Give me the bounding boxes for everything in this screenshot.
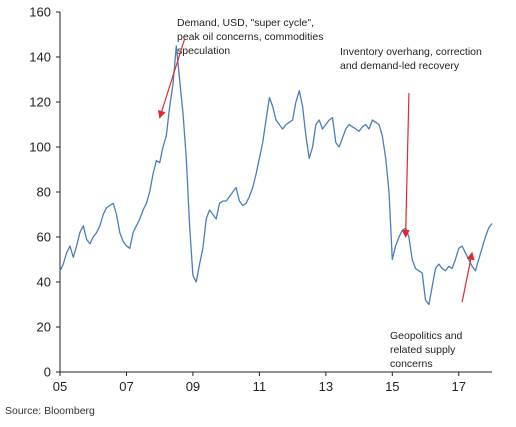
annotations-group: Demand, USD, "super cycle", peak oil conc… (157, 17, 482, 370)
annotation-text: peak oil concerns, commodities (177, 31, 323, 43)
x-tick-label: 09 (186, 379, 200, 394)
annotation-text: speculation (177, 45, 230, 57)
y-tick-label: 60 (37, 230, 51, 245)
y-tick-label: 0 (44, 365, 51, 380)
annotation-text: Inventory overhang, correction (340, 46, 482, 58)
annotation-arrow (157, 38, 186, 119)
x-tick-label: 13 (319, 379, 333, 394)
x-tick-label: 11 (253, 379, 267, 394)
y-tick-label: 120 (29, 95, 51, 110)
annotation-text: concerns (390, 358, 433, 370)
x-axis-ticks: 05 07 09 11 13 15 17 (53, 372, 466, 394)
annotation-text: Geopolitics and (390, 330, 463, 342)
y-tick-label: 40 (37, 275, 51, 290)
x-tick-label: 15 (385, 379, 399, 394)
price-series-line (59, 45, 493, 306)
x-tick-label: 07 (119, 379, 133, 394)
annotation-text: Demand, USD, "super cycle", (177, 17, 314, 29)
x-tick-label: 05 (53, 379, 67, 394)
y-tick-label: 100 (29, 140, 51, 155)
series-group (59, 45, 493, 306)
y-tick-label: 160 (29, 5, 51, 20)
y-tick-label: 20 (37, 320, 51, 335)
annotation-text: related supply (390, 344, 456, 356)
x-tick-label: 17 (452, 379, 466, 394)
source-note: Source: Bloomberg (5, 405, 95, 417)
y-axis-ticks: 0 20 40 60 80 100 120 140 160 (29, 5, 60, 380)
annotation-text: and demand-led recovery (340, 60, 460, 72)
y-tick-label: 80 (37, 185, 51, 200)
annotation-arrow (401, 92, 410, 238)
annotation-arrow (461, 251, 475, 303)
y-tick-label: 140 (29, 50, 51, 65)
